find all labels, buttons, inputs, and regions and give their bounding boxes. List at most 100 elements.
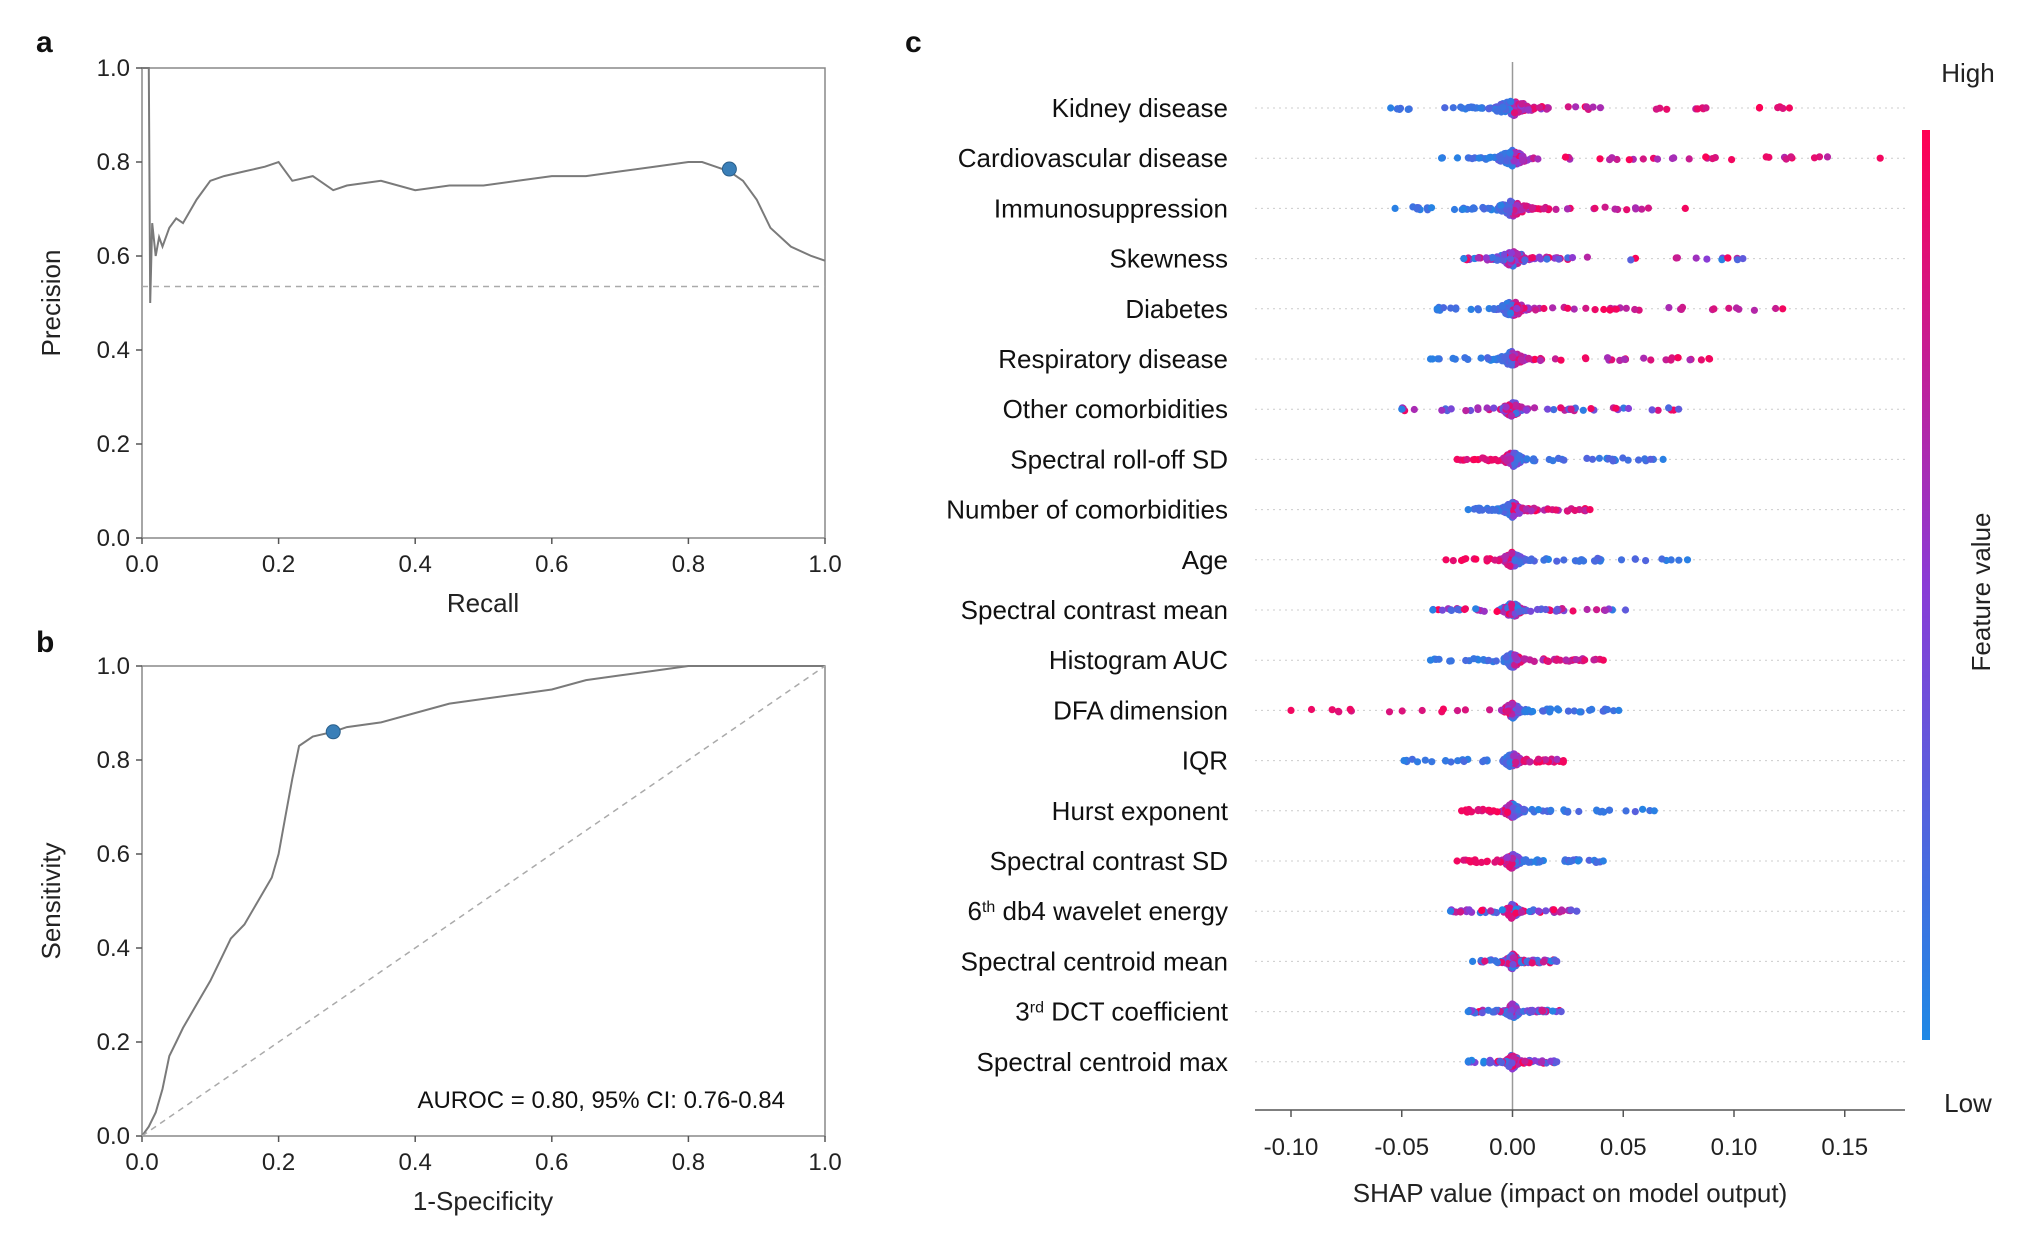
shap-dot [1631, 808, 1639, 816]
shap-dot [1525, 858, 1533, 866]
shap-feature-label: Immunosuppression [994, 193, 1228, 223]
shap-dot [1515, 608, 1523, 616]
shap-dot [1523, 455, 1531, 463]
shap-dot [1507, 249, 1515, 257]
shap-dot [1449, 354, 1457, 362]
shap-dot [1599, 857, 1607, 865]
precision-recall-panel: 0.0 0.2 0.4 0.6 0.8 1.0 0.0 0.2 0.4 0.6 0.8 1.0 Rec… [36, 55, 842, 618]
shap-dot [1464, 103, 1472, 112]
shap-dot [1438, 154, 1446, 162]
feature-label-text: Skewness [1110, 244, 1229, 274]
shap-dot [1510, 813, 1518, 821]
shap-dot [1553, 957, 1561, 966]
shap-dot [1546, 708, 1554, 716]
shap-dot [1427, 204, 1436, 212]
shap-dot [1562, 656, 1570, 664]
shap-dot [1570, 707, 1578, 715]
shap-dot [1512, 654, 1520, 662]
shap-dot [1582, 355, 1590, 363]
pr-xtick-label: 0.4 [399, 551, 432, 578]
shap-dot [1678, 303, 1687, 311]
roc-axis-ticks: 0.0 0.2 0.4 0.6 0.8 1.0 0.0 0.2 0.4 0.6 0.8 1.0 [97, 653, 842, 1176]
shap-dot [1683, 556, 1692, 564]
pr-ylabel: Precision [36, 250, 66, 357]
shap-dot [1521, 1057, 1529, 1065]
shap-dot [1706, 355, 1714, 363]
shap-dot [1464, 1008, 1472, 1016]
shap-dot [1615, 706, 1623, 715]
shap-dot [1463, 455, 1471, 464]
shap-dots [1287, 97, 1884, 1073]
shap-dot [1453, 707, 1462, 715]
shap-dot [1508, 1000, 1516, 1008]
shap-dot [1485, 506, 1493, 514]
shap-dot [1512, 758, 1520, 766]
shap-dot [1542, 907, 1550, 915]
shap-dot [1474, 306, 1482, 314]
shap-dot [1575, 807, 1583, 816]
shap-dot [1471, 455, 1479, 464]
shap-dot [1554, 454, 1562, 462]
shap-dot [1460, 757, 1468, 766]
shap-dot [1542, 756, 1550, 764]
shap-dot [1583, 103, 1591, 111]
shap-dot [1623, 206, 1631, 214]
feature-label-text: IQR [1182, 746, 1228, 776]
shap-dot [1506, 197, 1515, 205]
shap-dot [1307, 705, 1316, 714]
shap-dot [1474, 254, 1482, 262]
pr-ytick-label: 0.8 [97, 149, 130, 176]
shap-dot [1659, 455, 1667, 463]
shap-dot [1646, 455, 1655, 463]
shap-dot [1513, 304, 1521, 313]
shap-dot [1567, 906, 1575, 914]
shap-dot [1530, 455, 1538, 463]
pr-ytick-label: 1.0 [97, 55, 130, 82]
shap-dot [1438, 606, 1446, 614]
shap-dot [1641, 455, 1649, 463]
shap-dot [1553, 755, 1561, 764]
shap-dot [1483, 858, 1491, 866]
shap-dot [1528, 204, 1536, 212]
shap-dot [1718, 256, 1726, 264]
shap-dot [1617, 556, 1626, 564]
shap-dot [1523, 406, 1531, 414]
shap-dot [1644, 204, 1652, 212]
pr-axis-ticks: 0.0 0.2 0.4 0.6 0.8 1.0 0.0 0.2 0.4 0.6 0.8 1.0 [97, 55, 842, 578]
shap-dot [1398, 405, 1406, 413]
shap-dot [1547, 1057, 1555, 1065]
shap-dot [1499, 103, 1507, 111]
roc-xtick-label: 0.2 [262, 1149, 295, 1176]
pr-ytick-label: 0.4 [97, 337, 130, 364]
shap-dot [1564, 103, 1572, 111]
shap-dot [1465, 857, 1473, 865]
shap-dot [1653, 155, 1662, 163]
shap-feature-label: Respiratory disease [998, 344, 1228, 374]
shap-dot [1515, 452, 1524, 460]
shap-dot [1493, 107, 1501, 115]
colorbar [1922, 130, 1930, 1040]
shap-dot [1493, 958, 1501, 967]
shap-dot [1654, 406, 1662, 414]
shap-dot [1544, 405, 1552, 413]
shap-dot [1739, 255, 1747, 263]
roc-series-reference [141, 665, 826, 1137]
shap-dot [1728, 156, 1736, 164]
shap-dot [1765, 153, 1773, 161]
shap-dot [1697, 356, 1705, 364]
shap-dot [1478, 506, 1486, 514]
shap-dot [1596, 104, 1604, 112]
panel-letter-a: a [36, 26, 53, 59]
shap-dot [1551, 355, 1559, 363]
shap-dot [1464, 506, 1472, 514]
shap-dot [1550, 406, 1558, 414]
shap-dot [1486, 1059, 1494, 1067]
shap-dot [1589, 103, 1597, 111]
shap-dot [1524, 354, 1533, 362]
shap-dot [1612, 305, 1620, 313]
shap-dot [1480, 1057, 1488, 1065]
shap-dot [1487, 907, 1495, 915]
feature-label-text: 3 [1015, 997, 1029, 1027]
shap-dot [1530, 105, 1538, 113]
shap-dot [1621, 606, 1630, 614]
